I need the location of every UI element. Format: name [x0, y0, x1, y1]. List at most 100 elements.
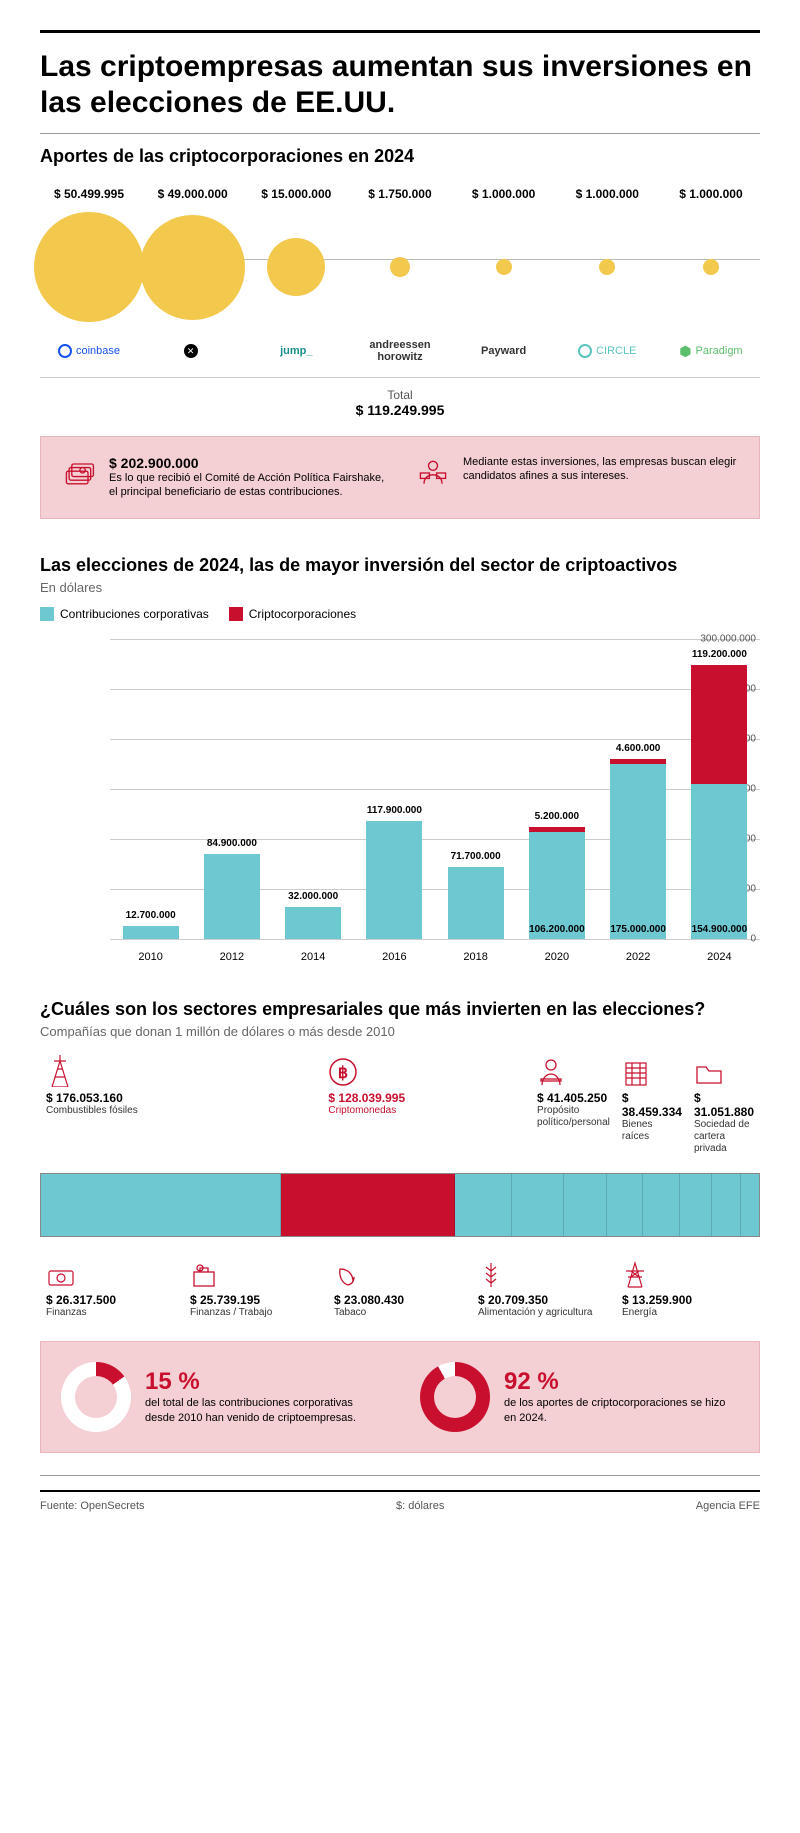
donut-pct: 15 % — [145, 1368, 380, 1396]
footer-rule — [40, 1475, 760, 1476]
company-logo: coinbase — [58, 337, 120, 365]
sector-bar-seg — [455, 1174, 512, 1236]
donut-stats: 15 % del total de las contribuciones cor… — [40, 1341, 760, 1453]
sector-label: Criptomonedas — [328, 1105, 525, 1117]
bar-top-label: 12.700.000 — [126, 910, 176, 921]
bar-group: 71.700.000 — [448, 867, 504, 939]
donut-item: 15 % del total de las contribuciones cor… — [61, 1362, 380, 1432]
bubble-circle — [703, 259, 719, 275]
sector-amount: $ 38.459.334 — [622, 1091, 682, 1119]
bubble-value: $ 1.000.000 — [679, 187, 742, 201]
legend-item: Contribuciones corporativas — [40, 607, 209, 621]
sector-bar-seg — [281, 1174, 456, 1236]
donut-text: de los aportes de criptocorporaciones se… — [504, 1396, 739, 1425]
sector-top-item: $ 176.053.160 Combustibles fósiles — [40, 1053, 322, 1155]
info-box: $ 202.900.000 Es lo que recibió el Comit… — [40, 436, 760, 519]
svg-text:฿: ฿ — [338, 1065, 348, 1082]
legend-swatch — [229, 607, 243, 621]
bubble-circle — [390, 257, 410, 277]
bar-top-label: 84.900.000 — [207, 838, 257, 849]
bar-crypto — [610, 759, 666, 764]
sector-label: Alimentación y agricultura — [478, 1307, 610, 1319]
sector-bar-seg — [512, 1174, 565, 1236]
bar-corp — [448, 867, 504, 939]
candidate-icon — [415, 455, 451, 491]
sector-bar-seg — [712, 1174, 741, 1236]
sector-label: Finanzas — [46, 1307, 178, 1319]
barchart-sub: En dólares — [40, 580, 760, 595]
bubble-circle — [496, 259, 512, 275]
wheat-icon — [478, 1255, 610, 1289]
sector-top-item: $ 31.051.880 Sociedad de cartera privada — [688, 1053, 760, 1155]
briefcase-icon — [190, 1255, 322, 1289]
bubble-col-5: $ 1.000.000 CIRCLE — [558, 187, 656, 365]
section-barchart: Las elecciones de 2024, las de mayor inv… — [40, 555, 760, 969]
bar-top-label: 4.600.000 — [616, 743, 661, 754]
donut-ring — [420, 1362, 490, 1432]
bar-corp: 175.000.000 — [610, 764, 666, 939]
folder-icon — [694, 1053, 754, 1087]
total-label: Total — [40, 388, 760, 402]
legend-label: Contribuciones corporativas — [60, 607, 209, 621]
sector-bar-seg — [41, 1174, 281, 1236]
company-logo: ✕ — [184, 337, 202, 365]
sector-top-item: $ 41.405.250 Propósito político/personal — [531, 1053, 616, 1155]
x-label: 2012 — [220, 951, 244, 963]
bubble-value: $ 15.000.000 — [261, 187, 331, 201]
bubble-col-4: $ 1.000.000 Payward — [455, 187, 553, 365]
sector-amount: $ 13.259.900 — [622, 1293, 754, 1307]
company-logo: jump_ — [280, 337, 312, 365]
sector-amount: $ 128.039.995 — [328, 1091, 525, 1105]
footer: Fuente: OpenSecrets $: dólares Agencia E… — [40, 1490, 760, 1512]
x-label: 2014 — [301, 951, 325, 963]
info1-text: Es lo que recibió el Comité de Acción Po… — [109, 471, 385, 500]
legend-label: Criptocorporaciones — [249, 607, 356, 621]
building-icon — [622, 1053, 682, 1087]
sector-bar-seg — [564, 1174, 607, 1236]
x-labels: 20102012201420162018202020222024 — [110, 951, 760, 963]
donut-text: del total de las contribuciones corporat… — [145, 1396, 380, 1425]
bar-corp — [285, 907, 341, 939]
company-logo: Payward — [481, 337, 526, 365]
bubble-col-0: $ 50.499.995 coinbase — [40, 187, 138, 365]
bar-group: 154.900.000 119.200.000 — [691, 665, 747, 939]
divider — [40, 133, 760, 134]
bar-top-label: 5.200.000 — [535, 811, 580, 822]
footer-source: Fuente: OpenSecrets — [40, 1500, 145, 1512]
sector-label: Bienes raíces — [622, 1119, 682, 1143]
legend-swatch — [40, 607, 54, 621]
sector-bar-seg — [607, 1174, 643, 1236]
bubble-row: $ 50.499.995 coinbase $ 49.000.000 ✕ $ 1… — [40, 187, 760, 365]
sector-bottom-item: $ 23.080.430 Tabaco — [328, 1255, 472, 1319]
sectors-sub: Compañías que donan 1 millón de dólares … — [40, 1024, 760, 1039]
x-label: 2010 — [138, 951, 162, 963]
pylon-icon — [622, 1255, 754, 1289]
x-label: 2022 — [626, 951, 650, 963]
sector-label: Energía — [622, 1307, 754, 1319]
bar-top-label: 32.000.000 — [288, 891, 338, 902]
bubble-circle — [34, 212, 144, 322]
barchart-legend: Contribuciones corporativas Criptocorpora… — [40, 607, 760, 621]
person-icon — [537, 1053, 610, 1087]
x-label: 2020 — [545, 951, 569, 963]
company-logo: andreessen horowitz — [351, 337, 449, 365]
donut-ring — [61, 1362, 131, 1432]
sector-bottom-item: $ 26.317.500 Finanzas — [40, 1255, 184, 1319]
bar-top-label: 71.700.000 — [451, 851, 501, 862]
bar-top-label: 117.900.000 — [367, 805, 422, 816]
leaf-icon — [334, 1255, 466, 1289]
sector-label: Tabaco — [334, 1307, 466, 1319]
sectors-bottom-row: $ 26.317.500 Finanzas $ 25.739.195 Finan… — [40, 1255, 760, 1319]
bubble-value: $ 50.499.995 — [54, 187, 124, 201]
bar-group: 106.200.000 5.200.000 — [529, 827, 585, 938]
barchart-plot: 050.000.000100.000.000150.000.000200.000… — [40, 639, 760, 969]
sector-amount: $ 26.317.500 — [46, 1293, 178, 1307]
info-item-1: $ 202.900.000 Es lo que recibió el Comit… — [61, 455, 385, 500]
bars: 12.700.000 84.900.000 32.000.000 117.900… — [110, 639, 760, 939]
sector-label: Propósito político/personal — [537, 1105, 610, 1129]
main-title: Las criptoempresas aumentan sus inversio… — [40, 49, 760, 121]
x-label: 2016 — [382, 951, 406, 963]
footer-agency: Agencia EFE — [696, 1500, 760, 1512]
x-label: 2024 — [707, 951, 731, 963]
bar-corp-label: 106.200.000 — [529, 924, 585, 935]
